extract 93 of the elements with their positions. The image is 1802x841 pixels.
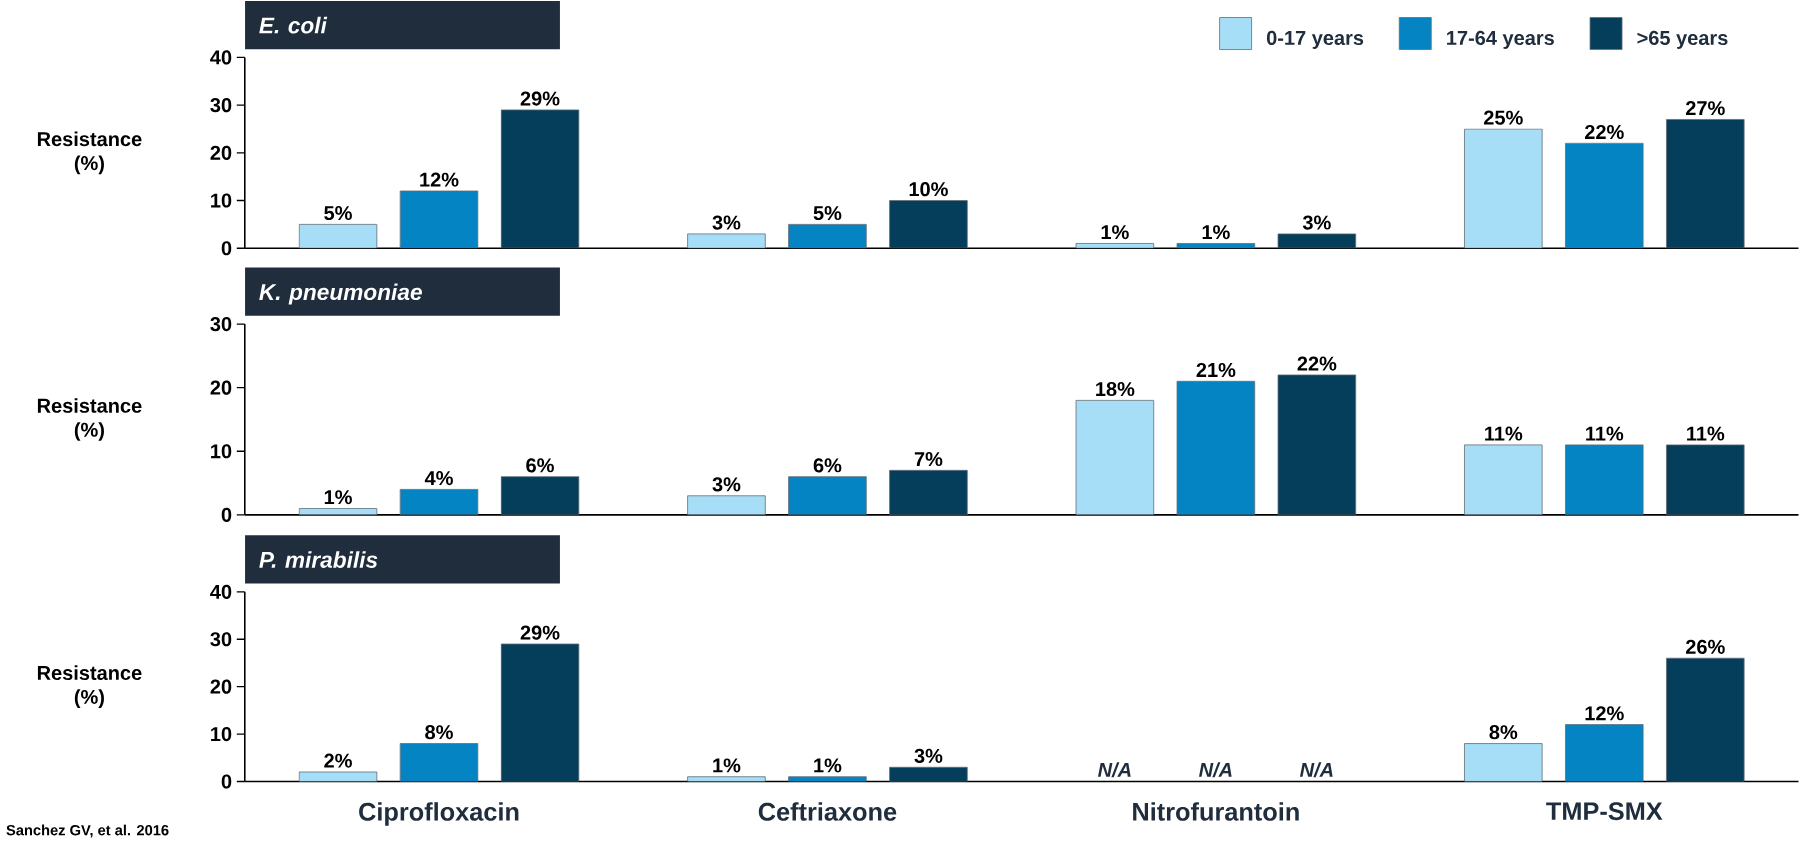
y-tick-label: 10 [211, 193, 232, 208]
data-label: 11% [1687, 426, 1725, 441]
bar [500, 476, 580, 515]
bar [1075, 242, 1155, 249]
bar [687, 776, 766, 782]
data-label: 25% [1483, 110, 1523, 125]
data-label: 7% [914, 451, 943, 466]
data-label: 21% [1196, 362, 1236, 377]
y-tick-label: 20 [210, 145, 232, 160]
data-label: 29% [520, 91, 560, 106]
bar [399, 743, 479, 782]
data-label: 3% [712, 215, 741, 230]
bar [1464, 743, 1543, 782]
data-label: 11% [1586, 426, 1624, 441]
bar [687, 233, 766, 249]
bar [889, 469, 968, 515]
bar [399, 488, 479, 515]
y-axis-title: Resistance (%) [37, 665, 142, 708]
bar [1075, 399, 1155, 515]
bar [298, 223, 378, 249]
data-label: 3% [914, 748, 943, 763]
legend-label: 0-17 years [1266, 30, 1364, 49]
bar [298, 771, 378, 782]
data-label: 1% [713, 758, 741, 773]
y-axis-title: Resistance (%) [37, 131, 142, 175]
y-tick-label: 30 [210, 632, 232, 647]
data-label: 11% [1485, 426, 1523, 441]
bar [889, 766, 968, 782]
text: N/A [1299, 762, 1333, 778]
data-label: 5% [813, 205, 842, 220]
y-tick-label: 30 [210, 316, 232, 332]
legend-label: 17-64 years [1447, 30, 1554, 49]
text: N/A [1098, 762, 1131, 778]
data-label: 8% [425, 725, 453, 740]
bar [1666, 444, 1745, 515]
data-label: 4% [424, 470, 453, 486]
y-tick-label: 10 [211, 726, 232, 742]
text: N/A [1199, 762, 1232, 778]
bar [889, 200, 968, 249]
data-label: 6% [526, 458, 554, 473]
data-label: 18% [1096, 381, 1135, 396]
y-tick-label: 40 [210, 584, 232, 599]
legend-label: >65 years [1637, 30, 1728, 49]
bar [500, 109, 580, 249]
bar [1666, 118, 1745, 249]
y-tick-label: 0 [221, 774, 232, 789]
data-label: 10% [909, 182, 948, 197]
data-label: 6% [813, 458, 842, 473]
x-tick-label: TMP-SMX [1546, 802, 1663, 821]
data-label: 2% [324, 753, 352, 768]
data-label: 1% [324, 490, 352, 505]
y-tick-label: 0 [221, 507, 232, 522]
bar [1464, 444, 1543, 515]
data-label: 1% [814, 758, 842, 773]
y-tick-label: 20 [210, 380, 232, 395]
data-label: 26% [1685, 639, 1725, 654]
bar [788, 476, 867, 515]
bar [1277, 374, 1357, 515]
data-label: 12% [1585, 706, 1624, 721]
y-tick-label: 10 [211, 444, 232, 459]
chart-title: K. pneumoniae [259, 283, 422, 305]
y-tick-label: 20 [210, 679, 232, 694]
bar [399, 190, 479, 249]
data-label: 12% [420, 172, 459, 187]
data-label: 1% [1101, 225, 1129, 240]
y-tick-label: 40 [210, 50, 232, 65]
bar [1565, 724, 1644, 782]
bar [1565, 444, 1644, 515]
data-label: 22% [1297, 356, 1337, 371]
bar [500, 643, 580, 782]
text: Sanchez GV, et al. 2016 [6, 824, 169, 838]
bar [1666, 657, 1745, 782]
data-label: 29% [520, 625, 560, 640]
data-label: 8% [1489, 725, 1518, 740]
bar [1176, 380, 1256, 515]
bar [788, 223, 867, 249]
x-tick-label: Nitrofurantoin [1133, 802, 1299, 821]
y-tick-label: 0 [221, 241, 232, 256]
data-label: 27% [1685, 100, 1725, 116]
x-tick-label: Ciprofloxacin [359, 802, 519, 826]
bar [1464, 128, 1543, 249]
bar [1565, 142, 1644, 249]
bar [687, 495, 766, 515]
y-axis-title: Resistance (%) [37, 398, 142, 441]
data-label: 3% [712, 477, 741, 492]
y-tick-label: 30 [210, 97, 232, 113]
data-label: 22% [1584, 124, 1624, 139]
x-tick-label: Ceftriaxone [758, 802, 897, 821]
chart-title: P. mirabilis [259, 551, 378, 568]
data-label: 3% [1302, 215, 1331, 230]
data-label: 5% [324, 205, 352, 220]
chart-title: E. coli [259, 16, 328, 34]
data-label: 1% [1202, 225, 1230, 240]
